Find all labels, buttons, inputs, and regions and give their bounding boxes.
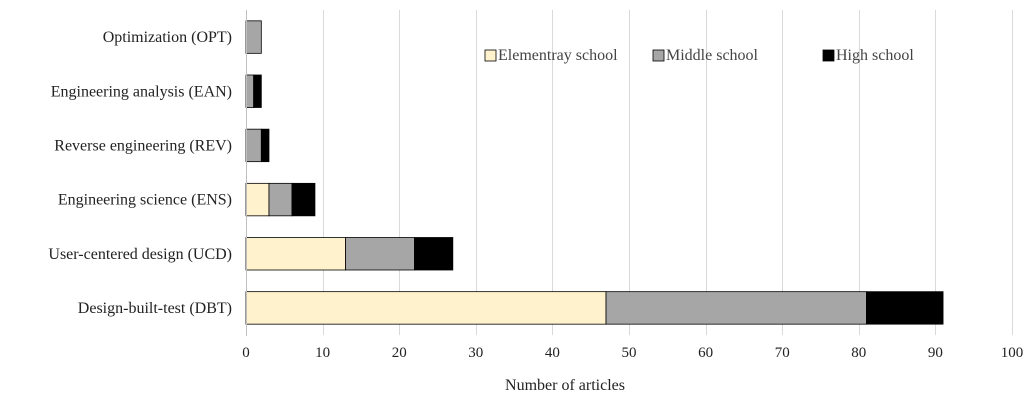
- legend-swatch: [652, 49, 665, 62]
- bar-segment: [245, 128, 262, 163]
- bar-segment: [268, 182, 293, 217]
- x-tick-label: 20: [392, 345, 407, 361]
- bar-segment: [414, 237, 454, 271]
- x-tick-label: 50: [622, 345, 637, 361]
- gridlines: [323, 10, 1013, 335]
- bar-segment: [245, 182, 270, 217]
- bar-segment: [245, 20, 262, 54]
- bar-segment: [245, 74, 255, 108]
- legend-label: High school: [836, 47, 914, 64]
- legend-swatch: [484, 49, 497, 62]
- axes: 0 10 20 30 40 50 60 70 80 90 100 Optimization (OPT)…: [48, 10, 1023, 361]
- bar-segment: [260, 128, 270, 163]
- x-tick-label: 40: [545, 345, 560, 361]
- x-tick-label: 10: [315, 345, 330, 361]
- x-tick-label: 70: [775, 345, 790, 361]
- bar-segment: [253, 74, 262, 108]
- legend-label: Middle school: [666, 47, 759, 64]
- bar-segment: [245, 237, 346, 271]
- legend-swatch: [822, 49, 835, 62]
- category-label: Design-built-test (DBT): [78, 300, 232, 317]
- category-label: User-centered design (UCD): [48, 246, 232, 263]
- bar-segment: [866, 291, 944, 325]
- x-tick-label: 0: [242, 345, 250, 361]
- bar-segment: [605, 291, 867, 325]
- category-label: Engineering science (ENS): [58, 192, 232, 209]
- x-tick-label: 90: [928, 345, 943, 361]
- x-axis-title: Number of articles: [505, 377, 625, 394]
- bars: [245, 20, 944, 325]
- category-label: Reverse engineering (REV): [54, 137, 232, 154]
- category-label: Engineering analysis (EAN): [51, 83, 232, 100]
- x-tick-label: 100: [1001, 345, 1024, 361]
- legend-label: Elementray school: [498, 47, 618, 64]
- category-label: Optimization (OPT): [103, 29, 232, 46]
- bar-segment: [291, 182, 316, 217]
- x-tick-label: 60: [698, 345, 713, 361]
- x-tick-label: 80: [851, 345, 866, 361]
- bar-segment: [345, 237, 415, 271]
- bar-segment: [245, 291, 607, 325]
- x-tick-label: 30: [468, 345, 483, 361]
- legend: Elementray school Middle school High schoo…: [484, 47, 914, 64]
